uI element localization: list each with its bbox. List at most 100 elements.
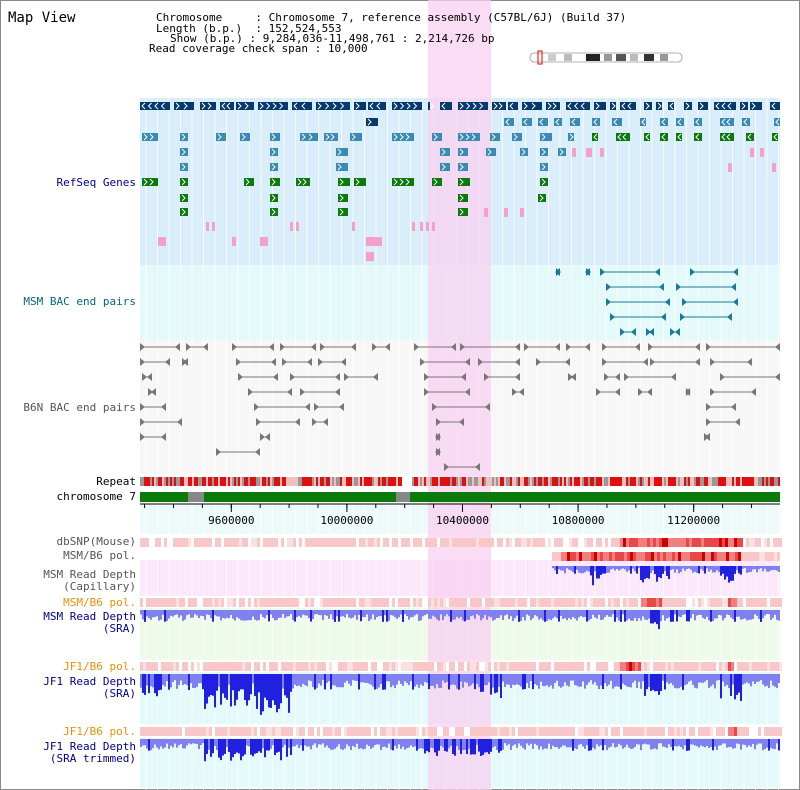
polymorphism-cell	[633, 552, 636, 561]
read-depth-bar	[450, 610, 452, 622]
read-depth-bar	[700, 610, 702, 615]
refseq-genes-track[interactable]	[140, 102, 780, 261]
read-depth-bar	[694, 674, 696, 688]
polymorphism-cell	[431, 727, 434, 736]
read-depth-bar	[280, 674, 282, 704]
repeat-element	[412, 477, 414, 486]
label-msm-pol-2[interactable]: MSM/B6 pol.	[63, 596, 136, 609]
chromosome-info: Chromosome : Chromosome 7, reference ass…	[156, 11, 627, 24]
label-jf1-pol-2[interactable]: JF1/B6 pol.	[63, 725, 136, 738]
polymorphism-cell	[662, 662, 665, 671]
refseq-gene	[594, 102, 606, 110]
polymorphism-heat-tracks[interactable]	[140, 538, 782, 736]
repeat-element	[684, 477, 686, 486]
polymorphism-cell	[515, 538, 518, 547]
repeat-element	[366, 477, 368, 486]
read-depth-bar	[614, 739, 616, 748]
label-jf1-depth-trim-1[interactable]: JF1 Read Depth	[43, 740, 136, 753]
chromosome-ideogram[interactable]	[529, 50, 683, 65]
read-depth-bar	[610, 739, 612, 747]
read-depth-bar	[422, 674, 424, 686]
read-depth-bar	[612, 674, 614, 689]
axis-tick-label: 10800000	[552, 514, 605, 527]
read-depth-bar	[494, 610, 496, 620]
polymorphism-cell	[269, 598, 272, 607]
polymorphism-cell	[494, 598, 497, 607]
read-depth-bar	[388, 739, 390, 744]
polymorphism-cell	[737, 727, 740, 736]
read-depth-bar	[726, 566, 728, 577]
polymorphism-cell	[407, 598, 410, 607]
read-depth-bar	[554, 674, 556, 684]
chromosome-bar[interactable]	[140, 492, 780, 502]
repeat-element	[660, 477, 662, 486]
read-depth-bar	[776, 566, 778, 571]
refseq-gene	[504, 118, 514, 126]
read-depth-bar	[306, 739, 308, 747]
label-msm-depth-sra-1[interactable]: MSM Read Depth	[43, 610, 136, 623]
read-depth-bar	[524, 610, 526, 621]
read-depth-bar	[596, 610, 598, 619]
label-repeat[interactable]: Repeat	[96, 475, 136, 488]
label-jf1-depth-sra-1[interactable]: JF1 Read Depth	[43, 675, 136, 688]
read-depth-bar	[200, 674, 202, 684]
read-depth-bar	[218, 739, 220, 758]
polymorphism-cell	[152, 727, 155, 736]
refseq-transcript	[600, 148, 604, 157]
read-depth-tracks[interactable]	[140, 566, 780, 762]
polymorphism-cell	[648, 552, 651, 561]
read-depth-bar	[340, 739, 342, 750]
read-depth-bar	[140, 674, 142, 688]
polymorphism-cell	[692, 598, 695, 607]
label-b6n-bac[interactable]: B6N BAC end pairs	[23, 401, 136, 414]
polymorphism-cell	[500, 662, 503, 671]
label-chromosome[interactable]: chromosome 7	[56, 490, 136, 503]
read-depth-bar	[708, 739, 710, 749]
polymorphism-cell	[455, 538, 458, 547]
repeat-element	[760, 477, 762, 486]
polymorphism-cell	[188, 727, 191, 736]
polymorphism-cell	[161, 662, 164, 671]
polymorphism-cell	[593, 598, 596, 607]
b6n-bac-pair	[706, 343, 780, 351]
polymorphism-cell	[503, 538, 506, 547]
read-depth-bar	[416, 610, 418, 615]
read-depth-bar	[294, 610, 296, 622]
repeat-track[interactable]	[140, 477, 780, 486]
polymorphism-cell	[644, 598, 647, 607]
polymorphism-cell	[743, 662, 746, 671]
label-msm-pol-1[interactable]: MSM/B6 pol.	[63, 549, 136, 562]
polymorphism-cell	[470, 727, 473, 736]
polymorphism-cell	[725, 598, 728, 607]
b6n-bac-end-pairs-track[interactable]	[140, 343, 780, 471]
label-jf1-pol-1[interactable]: JF1/B6 pol.	[63, 660, 136, 673]
read-depth-bar	[636, 739, 638, 745]
read-depth-bar	[322, 610, 324, 621]
read-depth-bar	[364, 674, 366, 683]
read-depth-bar	[384, 674, 386, 690]
repeat-element	[640, 477, 642, 486]
refseq-gene	[180, 163, 188, 171]
msm-bac-end-pairs-track[interactable]	[555, 268, 738, 336]
polymorphism-cell	[263, 538, 266, 547]
polymorphism-cell	[770, 662, 773, 671]
repeat-element	[546, 477, 548, 486]
read-depth-bar	[674, 739, 676, 747]
read-depth-bar	[638, 610, 640, 619]
read-depth-bar	[722, 610, 724, 621]
repeat-element	[254, 477, 256, 486]
label-refseq-genes[interactable]: RefSeq Genes	[56, 176, 136, 189]
polymorphism-cell	[776, 727, 779, 736]
repeat-element	[592, 477, 594, 486]
read-depth-bar	[512, 739, 514, 746]
read-depth-bar	[566, 674, 568, 686]
label-msm-depth-cap-1[interactable]: MSM Read Depth	[43, 568, 136, 581]
polymorphism-cell	[374, 598, 377, 607]
polymorphism-cell	[536, 598, 539, 607]
polymorphism-cell	[750, 552, 753, 561]
label-msm-bac[interactable]: MSM BAC end pairs	[23, 295, 136, 308]
selected-region-highlight[interactable]	[428, 0, 491, 790]
label-dbsnp[interactable]: dbSNP(Mouse)	[56, 535, 136, 548]
read-depth-bar	[748, 739, 750, 746]
